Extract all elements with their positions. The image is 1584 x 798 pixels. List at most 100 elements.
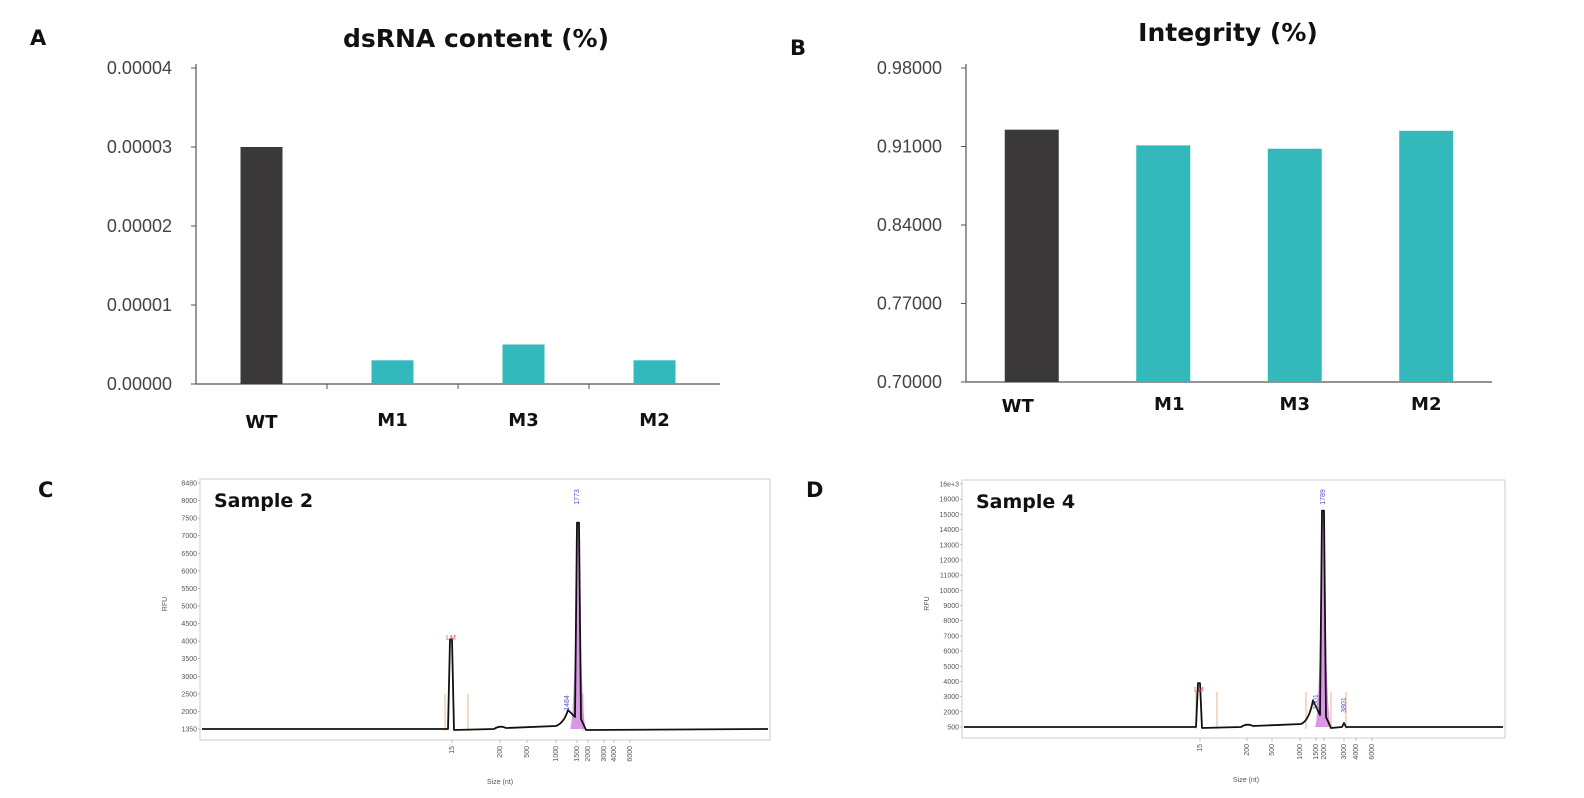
- x-tick-label: 500: [1269, 744, 1276, 756]
- y-tick-label: 0.00003: [107, 137, 172, 157]
- x-category-label: M1: [1154, 394, 1184, 415]
- x-tick-label: 3000: [1341, 744, 1348, 760]
- bar: [371, 360, 414, 384]
- x-axis-title: Size (nt): [487, 779, 513, 786]
- bar: [1136, 145, 1191, 382]
- x-tick-label: 4000: [1353, 744, 1360, 760]
- x-tick-label: 1500: [574, 746, 581, 762]
- y-tick-label: 4500: [181, 621, 197, 628]
- x-tick-label: 500: [524, 746, 531, 758]
- y-axis-title: RFU: [162, 597, 169, 611]
- bar: [1004, 129, 1059, 382]
- y-tick-label: 0.98000: [877, 58, 942, 78]
- x-category-label: WT: [245, 412, 278, 433]
- y-tick-label: 2000: [181, 709, 197, 716]
- y-tick-label: 500: [947, 725, 959, 732]
- y-tick-label: 6000: [181, 568, 197, 575]
- panel-label-c: C: [38, 478, 54, 502]
- y-tick-label: 5500: [181, 586, 197, 593]
- y-tick-label: 12000: [940, 557, 960, 564]
- x-tick-label: 4000: [611, 746, 618, 762]
- y-tick-label: 6500: [181, 551, 197, 558]
- x-tick-label: 1000: [553, 746, 560, 762]
- panel-label-d: D: [806, 478, 824, 502]
- x-tick-label: 2000: [1321, 744, 1328, 760]
- x-category-label: M2: [639, 410, 669, 431]
- y-tick-label: 1350: [181, 727, 197, 734]
- peak-label: LM: [446, 635, 456, 642]
- y-tick-label: 8480: [181, 481, 197, 488]
- trace-line: [202, 521, 769, 731]
- y-tick-label: 0.91000: [877, 137, 942, 157]
- y-tick-label: 8000: [943, 618, 959, 625]
- chart-title: dsRNA content (%): [343, 24, 609, 53]
- x-tick-label: 200: [1244, 744, 1251, 756]
- bar-chart-a: dsRNA content (%) 0.00000 0.00001 0.00002 0.…: [107, 24, 720, 433]
- bar: [1399, 130, 1454, 382]
- x-tick-label: 6000: [627, 746, 634, 762]
- bar: [1267, 148, 1322, 382]
- y-tick-label: 9000: [943, 603, 959, 610]
- plot-frame: [961, 479, 1506, 739]
- x-tick-label: 15: [1197, 744, 1204, 752]
- y-tick-label: 16000: [940, 497, 960, 504]
- peak-label: 1484: [564, 695, 571, 711]
- peak-label: 1501: [1313, 694, 1320, 710]
- y-tick-label: 11000: [940, 573, 959, 580]
- electropherogram-d: Sample 4 500 2000 3000 4000 5000 6000 7000 8000 9…: [924, 479, 1506, 784]
- y-axis-title: RFU: [924, 596, 931, 610]
- x-tick-label: 6000: [1369, 744, 1376, 760]
- y-tick-label: 4000: [943, 679, 959, 686]
- y-tick-label: 3000: [181, 674, 197, 681]
- bar: [502, 344, 545, 384]
- bar-chart-b: Integrity (%) 0.70000 0.77000 0.84000 0.9100…: [877, 18, 1492, 417]
- x-category-label: WT: [1002, 396, 1035, 417]
- plot-frame: [199, 478, 771, 741]
- y-tick-label: 7000: [181, 533, 197, 540]
- x-tick-label: 1000: [1297, 744, 1304, 760]
- y-tick-label: 2000: [943, 709, 959, 716]
- peak-label: 3801: [1341, 697, 1348, 713]
- y-tick-label: 0.70000: [877, 372, 942, 392]
- sample-label: Sample 4: [976, 491, 1075, 513]
- sample-label: Sample 2: [214, 490, 313, 512]
- main-peak-fill: [570, 522, 586, 729]
- y-tick-label: 2500: [181, 691, 197, 698]
- peak-label: LM: [1194, 687, 1204, 694]
- y-tick-label: 5000: [181, 604, 197, 611]
- y-tick-label: 8000: [181, 498, 197, 505]
- y-tick-label: 16e+3: [939, 482, 959, 489]
- x-axis-title: Size (nt): [1233, 777, 1259, 784]
- peak-label: 1773: [574, 489, 581, 505]
- main-peak-fill: [1315, 510, 1331, 727]
- y-tick-label: 0.00000: [107, 374, 172, 394]
- x-tick-label: 15: [449, 746, 456, 754]
- y-tick-label: 7000: [943, 633, 959, 640]
- y-tick-label: 0.00004: [107, 58, 172, 78]
- x-tick-label: 1500: [1313, 744, 1320, 760]
- y-tick-label: 7500: [181, 516, 197, 523]
- x-tick-label: 3000: [601, 746, 608, 762]
- y-tick-label: 0.84000: [877, 215, 942, 235]
- y-tick-label: 4000: [181, 639, 197, 646]
- chart-title: Integrity (%): [1138, 18, 1318, 47]
- panel-label-a: A: [30, 26, 47, 50]
- y-tick-label: 0.00002: [107, 216, 172, 236]
- y-tick-label: 0.00001: [107, 295, 172, 315]
- y-tick-label: 6000: [943, 649, 959, 656]
- y-tick-label: 3000: [943, 694, 959, 701]
- x-tick-label: 2000: [585, 746, 592, 762]
- panel-label-b: B: [790, 36, 807, 60]
- peak-label: 1789: [1320, 489, 1327, 505]
- x-category-label: M3: [508, 410, 538, 431]
- y-tick-label: 5000: [943, 664, 959, 671]
- x-category-label: M1: [377, 410, 407, 431]
- bar: [240, 147, 283, 384]
- trace-line: [964, 509, 1503, 729]
- x-tick-label: 200: [497, 746, 504, 758]
- y-tick-label: 10000: [940, 588, 960, 595]
- y-tick-label: 14000: [940, 527, 960, 534]
- bar: [633, 360, 676, 384]
- y-tick-label: 3500: [181, 656, 197, 663]
